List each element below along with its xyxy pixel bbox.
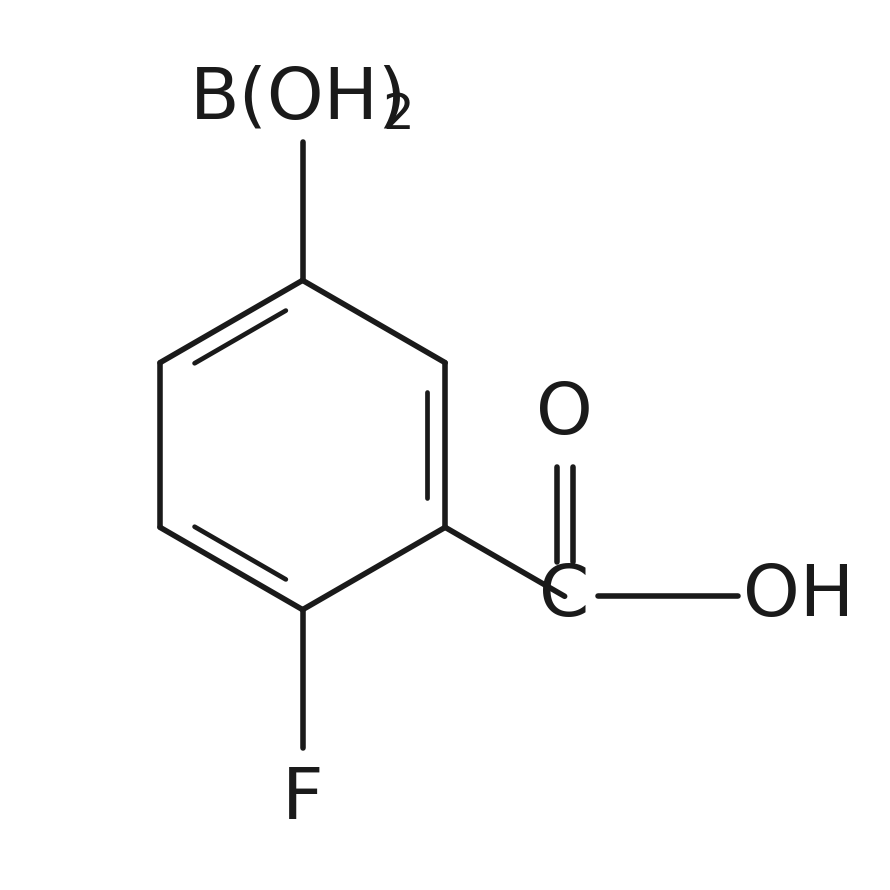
Text: OH: OH: [742, 562, 854, 631]
Text: O: O: [537, 380, 593, 449]
Text: C: C: [539, 562, 590, 631]
Text: F: F: [282, 765, 323, 835]
Text: B(OH): B(OH): [190, 64, 407, 134]
Text: 2: 2: [383, 91, 415, 139]
